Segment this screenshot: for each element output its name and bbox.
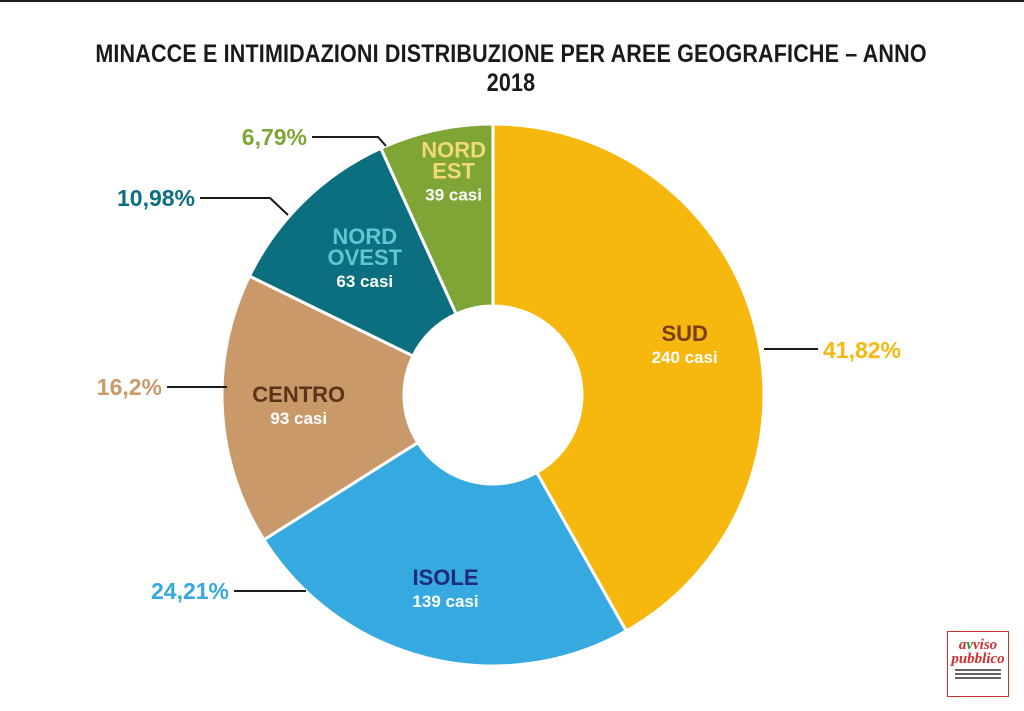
slice-isole	[262, 441, 628, 668]
slice-cases-centro: 93 casi	[270, 409, 327, 428]
top-rule	[0, 0, 1024, 2]
slice-centro	[220, 274, 420, 542]
slice-name-nord-ovest-1: NORD	[332, 224, 397, 249]
slice-name-nord-est-2: EST	[432, 158, 475, 183]
slice-nord-est	[379, 122, 495, 316]
percent-label-isole: 24,21%	[151, 578, 229, 604]
percent-label-nord-ovest: 10,98%	[117, 185, 195, 211]
slice-name-centro: CENTRO	[252, 382, 345, 407]
logo-text-top: avviso	[958, 637, 998, 653]
slice-cases-isole: 139 casi	[412, 592, 478, 611]
slice-name-sud: SUD	[661, 321, 707, 346]
percent-label-sud: 41,82%	[823, 337, 901, 363]
avviso-pubblico-logo: avviso pubblico	[947, 631, 1009, 697]
chart-title: MINACCE E INTIMIDAZIONI DISTRIBUZIONE PE…	[95, 40, 927, 97]
percent-label-centro: 16,2%	[97, 374, 162, 400]
percent-label-nord-est: 6,79%	[242, 124, 307, 150]
logo-subtext-lines	[955, 669, 1001, 679]
slice-sud	[491, 122, 766, 633]
slice-cases-nord-est: 39 casi	[425, 185, 482, 204]
slice-nord-ovest	[247, 146, 458, 358]
slice-cases-sud: 240 casi	[652, 348, 718, 367]
slice-name-nord-ovest-2: OVEST	[328, 245, 403, 270]
leader-line-nord-ovest	[200, 197, 289, 216]
logo-text-bottom: pubblico	[951, 651, 1005, 667]
slice-name-isole: ISOLE	[412, 565, 478, 590]
slice-cases-nord-ovest: 63 casi	[336, 272, 393, 291]
leader-line-nord-est	[312, 136, 387, 147]
slice-name-nord-est-1: NORD	[421, 137, 486, 162]
